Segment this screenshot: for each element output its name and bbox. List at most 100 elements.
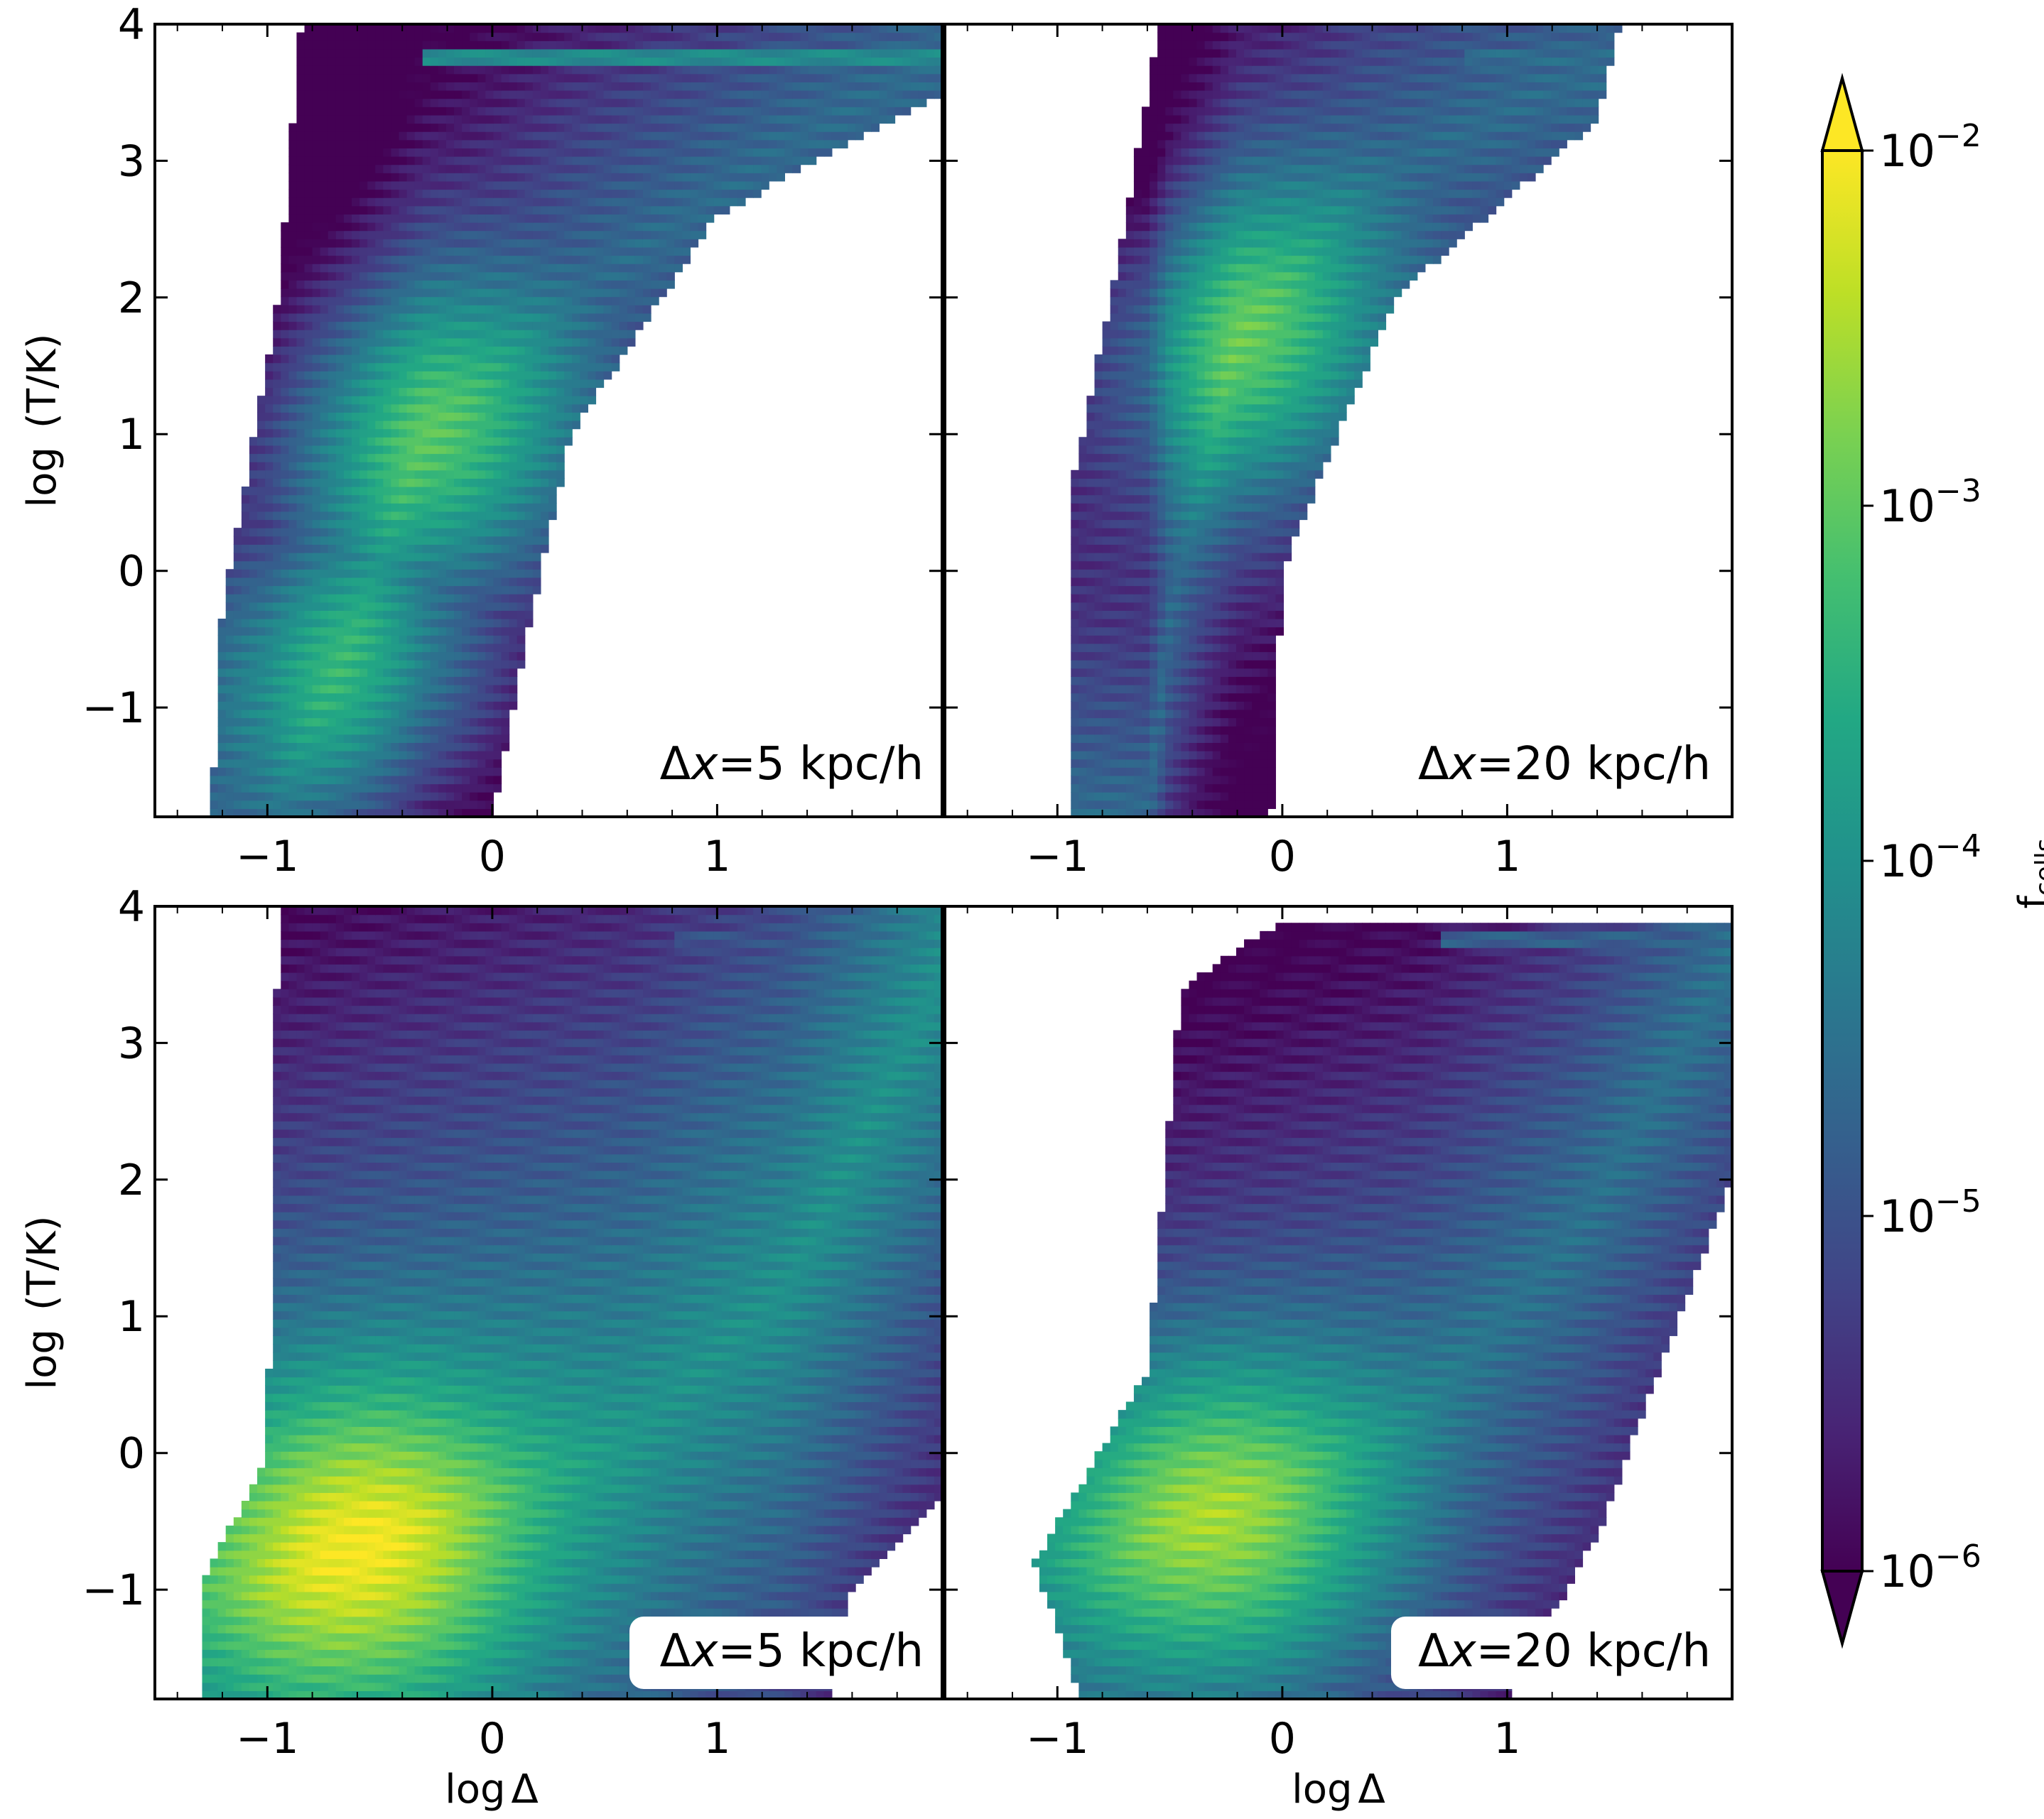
heatmap-cell [493, 544, 502, 553]
heatmap-cell [445, 396, 455, 405]
heatmap-cell [509, 173, 518, 182]
heatmap-cell [745, 131, 754, 141]
heatmap-cell [855, 131, 864, 141]
heatmap-cell [438, 651, 447, 661]
heatmap-cell [485, 453, 494, 462]
heatmap-cell [359, 585, 368, 594]
heatmap-cell [233, 792, 242, 801]
heatmap-cell [934, 90, 942, 99]
heatmap-cell [532, 577, 541, 587]
heatmap-cell [335, 685, 345, 694]
heatmap-cell [328, 57, 337, 66]
heatmap-cell [399, 668, 408, 677]
heatmap-cell [422, 693, 431, 702]
heatmap-cell [564, 205, 573, 215]
heatmap-cell [556, 288, 565, 298]
heatmap-cell [383, 387, 391, 396]
heatmap-cell [698, 24, 707, 33]
heatmap-cell [470, 114, 478, 124]
heatmap-cell [823, 123, 833, 132]
heatmap-cell [642, 82, 651, 91]
heatmap-cell [406, 775, 416, 785]
heatmap-cell [312, 239, 321, 248]
heatmap-cell [548, 40, 557, 50]
heatmap-cell [777, 139, 785, 148]
heatmap-cell [445, 469, 455, 479]
heatmap-cell [414, 403, 423, 413]
heatmap-cell [501, 503, 510, 512]
heatmap-cell [634, 197, 644, 207]
heatmap-cell [422, 602, 431, 611]
heatmap-cell [430, 189, 439, 198]
heatmap-cell [470, 751, 478, 760]
heatmap-cell [445, 726, 455, 735]
heatmap-cell [367, 792, 376, 801]
heatmap-cell [784, 107, 794, 116]
heatmap-cell [281, 651, 289, 661]
heatmap-cell [312, 354, 321, 364]
heatmap-cell [273, 577, 281, 587]
heatmap-cell [1150, 759, 1158, 768]
heatmap-cell [391, 280, 400, 289]
heatmap-cell [328, 693, 337, 702]
heatmap-cell [438, 264, 447, 273]
heatmap-cell [406, 305, 416, 314]
heatmap-cell [296, 271, 305, 281]
heatmap-cell [217, 643, 227, 653]
heatmap-cell [462, 685, 470, 694]
heatmap-cell [352, 717, 360, 727]
heatmap-cell [524, 379, 534, 389]
heatmap-cell [462, 792, 470, 801]
heatmap-cell [564, 362, 573, 371]
heatmap-cell [454, 676, 463, 685]
heatmap-cell [383, 107, 391, 116]
heatmap-cell [343, 469, 352, 479]
heatmap-cell [894, 98, 904, 107]
heatmap-cell [603, 139, 612, 148]
heatmap-cell [517, 428, 526, 438]
heatmap-cell [414, 693, 423, 702]
heatmap-cell [288, 660, 298, 669]
heatmap-cell [462, 180, 470, 190]
heatmap-cell [359, 503, 368, 512]
heatmap-cell [335, 214, 345, 223]
heatmap-cell [532, 90, 541, 99]
heatmap-cell [312, 305, 321, 314]
heatmap-cell [422, 90, 431, 99]
heatmap-cell [493, 82, 502, 91]
heatmap-cell [430, 296, 439, 305]
heatmap-cell [265, 660, 274, 669]
heatmap-cell [588, 48, 597, 58]
heatmap-cell [399, 462, 408, 471]
heatmap-cell [343, 114, 352, 124]
heatmap-cell [831, 82, 840, 91]
heatmap-cell [470, 717, 478, 727]
heatmap-cell [406, 742, 416, 751]
heatmap-cell [816, 24, 825, 33]
heatmap-cell [296, 246, 305, 256]
heatmap-cell [674, 73, 683, 82]
heatmap-cell [721, 156, 730, 165]
heatmap-cell [777, 82, 785, 91]
heatmap-cell [296, 660, 305, 669]
heatmap-cell [753, 107, 762, 116]
heatmap-cell [595, 305, 605, 314]
heatmap-cell [367, 230, 376, 239]
heatmap-cell [493, 387, 502, 396]
heatmap-cell [477, 412, 486, 421]
heatmap-cell [414, 676, 423, 685]
heatmap-cell [564, 288, 573, 298]
heatmap-cell [784, 48, 794, 58]
heatmap-cell [445, 685, 455, 694]
heatmap-cell [485, 553, 494, 562]
heatmap-cell [359, 255, 368, 264]
heatmap-cell [367, 313, 376, 322]
heatmap-cell [588, 164, 597, 173]
heatmap-cell [627, 189, 636, 198]
heatmap-cell [414, 321, 423, 330]
heatmap-cell [926, 40, 935, 50]
heatmap-cell [328, 437, 337, 446]
heatmap-cell [288, 585, 298, 594]
heatmap-cell [320, 792, 329, 801]
